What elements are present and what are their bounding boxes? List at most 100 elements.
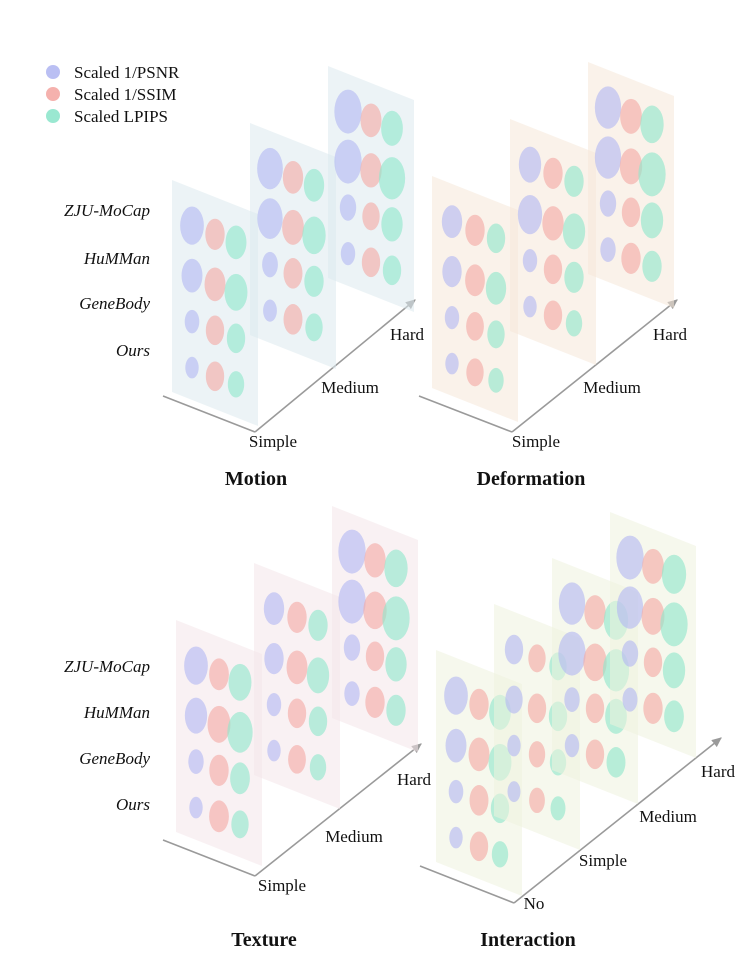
metric-dot (522, 249, 538, 273)
metric-dot (378, 157, 406, 200)
metric-dot (360, 103, 382, 138)
metric-dot (562, 213, 586, 250)
dataset-label: GeneBody (79, 294, 150, 313)
legend: Scaled 1/PSNR Scaled 1/SSIM Scaled LPIPS (46, 63, 180, 126)
metric-dot (205, 361, 225, 392)
metric-dot (225, 225, 247, 260)
metric-dot (542, 206, 564, 241)
dataset-label: ZJU-MoCap (64, 201, 150, 220)
metric-dot (445, 352, 459, 375)
metric-dot (306, 657, 330, 694)
dataset-label: Ours (116, 341, 150, 360)
metric-dot (441, 205, 463, 239)
legend-label: Scaled LPIPS (74, 107, 168, 126)
metric-dot (622, 687, 638, 712)
metric-dot (599, 190, 617, 217)
metric-dot (523, 295, 537, 318)
level-label: Simple (512, 432, 560, 451)
metric-dot (543, 300, 563, 331)
difficulty-axis-arrow (513, 737, 722, 904)
panel-title: Texture (231, 929, 297, 951)
metric-dot (382, 255, 402, 286)
metric-dot (338, 529, 366, 574)
metric-dot (381, 110, 403, 146)
metric-dot (518, 146, 542, 183)
metric-dot (381, 207, 403, 242)
metric-dot (227, 371, 245, 398)
metric-dot (621, 197, 641, 228)
metric-dot (642, 250, 662, 282)
dataset-label: GeneBody (79, 749, 150, 768)
metric-dot (620, 98, 642, 134)
metric-dot (184, 646, 208, 685)
legend-marker (46, 109, 60, 123)
difficulty-axis-arrow (511, 299, 678, 433)
level-plane-hard (332, 506, 418, 752)
metric-dot (550, 796, 566, 821)
metric-dot (386, 694, 406, 726)
metric-dot (565, 310, 583, 337)
metric-dot (302, 216, 326, 255)
metric-dot (209, 754, 229, 786)
level-plane-simple (432, 176, 518, 422)
metric-dot (528, 644, 546, 673)
metric-dot (466, 312, 484, 341)
depth-axis (419, 865, 515, 904)
metric-dot (365, 641, 385, 672)
metric-dot (224, 273, 248, 311)
metric-dot (485, 271, 507, 305)
metric-dot (448, 779, 464, 804)
legend-label: Scaled 1/SSIM (74, 85, 176, 104)
metric-dot (231, 810, 249, 839)
metric-dot (486, 223, 506, 254)
metric-dot (664, 700, 684, 733)
metric-dot (204, 267, 226, 302)
level-plane-hard (588, 62, 674, 308)
metric-dot (361, 247, 381, 278)
metric-dot (340, 242, 356, 266)
metric-dot (305, 313, 323, 342)
metric-dot (507, 734, 521, 757)
panel-title: Motion (225, 468, 287, 490)
metric-dot (449, 826, 463, 849)
metric-dot (262, 251, 278, 278)
metric-dot (504, 634, 524, 665)
metric-dot (469, 688, 489, 720)
metric-dot (334, 139, 362, 184)
metric-dot (564, 261, 584, 293)
panel-motion: Simple Medium Hard ZJU-MoCap HuMMan GeneBody O… (64, 66, 424, 490)
metric-dot (207, 705, 231, 743)
metric-dot (662, 652, 686, 689)
metric-dot (641, 597, 665, 635)
metric-dot (517, 195, 543, 235)
metric-dot (600, 237, 616, 262)
metric-dot (283, 258, 303, 289)
metric-dot (384, 549, 408, 588)
metric-dot (640, 105, 664, 144)
metric-dot (385, 647, 407, 682)
metric-dot (638, 152, 666, 197)
metric-dot (585, 739, 605, 770)
legend-label: Scaled 1/PSNR (74, 63, 180, 82)
metric-dot (468, 737, 490, 772)
metric-dot (303, 168, 325, 202)
metric-dot (558, 582, 586, 625)
level-label: Medium (583, 378, 641, 397)
level-label: No (524, 894, 545, 913)
metric-dot (205, 315, 225, 346)
metric-dot (585, 693, 605, 724)
metric-dot (180, 206, 204, 245)
metric-dot (184, 697, 208, 734)
metric-dot (266, 693, 282, 717)
metric-dot (640, 202, 664, 239)
metric-dot (181, 258, 203, 293)
level-label: Medium (639, 807, 697, 826)
level-plane-medium (510, 119, 596, 365)
dataset-label: Ours (116, 795, 150, 814)
metric-dot (338, 579, 366, 624)
metric-dot (661, 554, 687, 594)
metric-dot (621, 242, 641, 274)
metric-dot (360, 153, 382, 188)
panel-title: Interaction (480, 929, 576, 951)
metric-dot (287, 601, 307, 633)
